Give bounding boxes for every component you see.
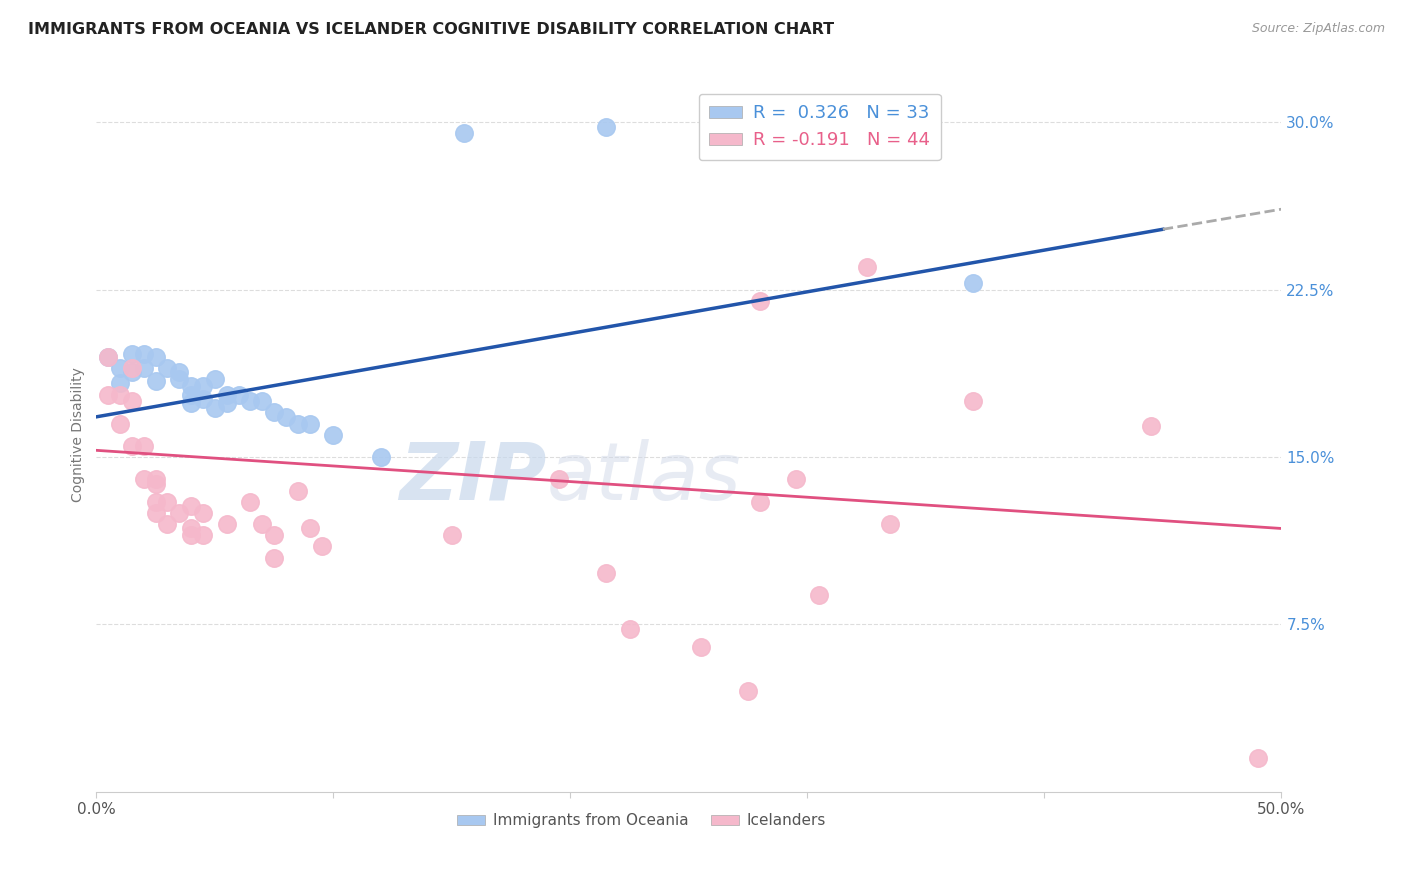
Point [169, 365, 191, 379]
Point [215, 387, 238, 401]
Point [180, 528, 202, 542]
Text: IMMIGRANTS FROM OCEANIA VS ICELANDER COGNITIVE DISABILITY CORRELATION CHART: IMMIGRANTS FROM OCEANIA VS ICELANDER COG… [28, 22, 834, 37]
Point [180, 521, 202, 535]
Point [440, 528, 463, 542]
Point [215, 516, 238, 531]
Point [121, 347, 143, 361]
Point [274, 409, 297, 424]
Point [191, 528, 214, 542]
Point [239, 494, 262, 508]
Point [595, 566, 617, 581]
Point [97, 387, 120, 401]
Point [1247, 751, 1270, 765]
Point [737, 684, 759, 698]
Point [239, 394, 262, 409]
Point [156, 516, 179, 531]
Point [108, 376, 131, 391]
Point [121, 360, 143, 375]
Point [370, 450, 392, 464]
Point [879, 516, 901, 531]
Point [228, 387, 250, 401]
Point [298, 521, 321, 535]
Point [215, 396, 238, 410]
Point [145, 494, 167, 508]
Point [298, 417, 321, 431]
Point [145, 476, 167, 491]
Point [287, 417, 309, 431]
Point [132, 439, 155, 453]
Point [204, 401, 226, 415]
Y-axis label: Cognitive Disability: Cognitive Disability [72, 368, 86, 502]
Point [547, 472, 569, 486]
Point [169, 372, 191, 386]
Point [962, 394, 984, 409]
Point [180, 499, 202, 513]
Point [785, 472, 807, 486]
Text: atlas: atlas [547, 439, 741, 516]
Point [180, 387, 202, 401]
Point [749, 494, 772, 508]
Legend: Immigrants from Oceania, Icelanders: Immigrants from Oceania, Icelanders [451, 807, 832, 834]
Point [108, 417, 131, 431]
Point [121, 365, 143, 379]
Point [132, 347, 155, 361]
Point [121, 439, 143, 453]
Point [263, 528, 285, 542]
Text: ZIP: ZIP [399, 439, 547, 516]
Point [322, 427, 344, 442]
Text: Source: ZipAtlas.com: Source: ZipAtlas.com [1251, 22, 1385, 36]
Point [252, 516, 274, 531]
Point [1140, 418, 1163, 433]
Point [121, 394, 143, 409]
Point [453, 126, 475, 140]
Point [145, 374, 167, 388]
Point [97, 350, 120, 364]
Point [108, 387, 131, 401]
Point [132, 472, 155, 486]
Point [145, 472, 167, 486]
Point [855, 260, 877, 275]
Point [156, 494, 179, 508]
Point [749, 293, 772, 308]
Point [204, 372, 226, 386]
Point [180, 378, 202, 392]
Point [808, 589, 831, 603]
Point [145, 350, 167, 364]
Point [263, 405, 285, 419]
Point [962, 276, 984, 290]
Point [689, 640, 711, 654]
Point [595, 120, 617, 134]
Point [132, 360, 155, 375]
Point [156, 360, 179, 375]
Point [169, 506, 191, 520]
Point [287, 483, 309, 498]
Point [263, 550, 285, 565]
Point [97, 350, 120, 364]
Point [311, 539, 333, 553]
Point [191, 392, 214, 406]
Point [191, 378, 214, 392]
Point [191, 506, 214, 520]
Point [252, 394, 274, 409]
Point [108, 360, 131, 375]
Point [619, 622, 641, 636]
Point [145, 506, 167, 520]
Point [180, 396, 202, 410]
